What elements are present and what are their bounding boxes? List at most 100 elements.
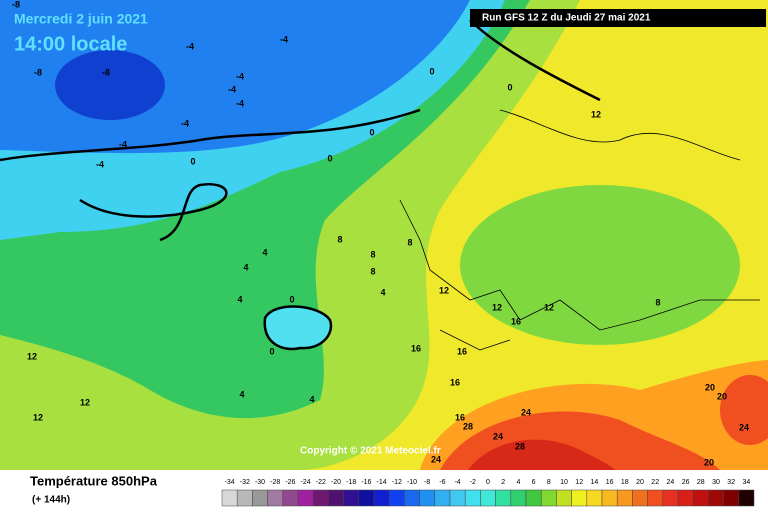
run-box: [470, 9, 766, 27]
contour-label: 12: [492, 302, 502, 312]
contour-label: 12: [591, 109, 601, 119]
contour-label: 4: [237, 294, 242, 304]
scale-swatch: [312, 489, 329, 507]
contour-label: -4: [96, 159, 104, 169]
scale-label: 34: [743, 479, 751, 486]
contour-label: 0: [507, 82, 512, 92]
scale-label: -8: [424, 479, 430, 486]
scale-swatch: [708, 489, 724, 507]
scale-swatch: [510, 489, 527, 507]
scale-swatch: [632, 489, 648, 507]
contour-label: 4: [239, 389, 244, 399]
scale-swatch: [282, 489, 299, 507]
scale-label: 22: [651, 479, 659, 486]
scale-label: 16: [606, 479, 614, 486]
scale-label: 6: [532, 479, 536, 486]
scale-label: 8: [547, 479, 551, 486]
scale-label: -24: [301, 479, 311, 486]
contour-label: 0: [327, 153, 332, 163]
scale-label: -22: [316, 479, 326, 486]
contour-label: 12: [544, 302, 554, 312]
scale-swatch: [343, 489, 360, 507]
contour-label: 24: [493, 431, 503, 441]
scale-swatch: [738, 489, 755, 507]
scale-label: 20: [636, 479, 644, 486]
contour-label: -8: [102, 67, 110, 77]
scale-swatch: [723, 489, 740, 507]
scale-label: -30: [255, 479, 265, 486]
time-label: 14:00 locale: [14, 33, 127, 55]
contour-label: 4: [243, 262, 248, 272]
scale-label: 32: [727, 479, 735, 486]
contour-label: 4: [309, 394, 314, 404]
contour-label: 4: [380, 287, 385, 297]
contour-label: 12: [80, 397, 90, 407]
contour-label: 0: [269, 346, 274, 356]
scale-label: 24: [667, 479, 675, 486]
scale-swatch: [495, 489, 512, 507]
contour-label: -4: [119, 139, 127, 149]
contour-label: 16: [455, 412, 465, 422]
scale-swatch: [464, 489, 481, 507]
scale-label: 0: [486, 479, 490, 486]
contour-label: 20: [705, 382, 715, 392]
scale-label: 26: [682, 479, 690, 486]
scale-swatch: [252, 489, 268, 507]
scale-label: -34: [225, 479, 235, 486]
contour-label: -8: [34, 67, 42, 77]
contour-label: -4: [186, 41, 194, 51]
run-label: Run GFS 12 Z du Jeudi 27 mai 2021: [482, 13, 651, 24]
scale-label: -26: [285, 479, 295, 486]
scale-label: 14: [591, 479, 599, 486]
contour-label: 12: [27, 351, 37, 361]
scale-swatch: [419, 489, 436, 507]
scale-swatch: [434, 489, 451, 507]
scale-swatch: [404, 489, 420, 507]
contour-label: -4: [280, 34, 288, 44]
scale-label: 30: [712, 479, 720, 486]
contour-label: 0: [190, 156, 195, 166]
contour-label: -4: [236, 71, 244, 81]
scale-swatch: [586, 489, 603, 507]
scale-swatch: [692, 489, 709, 507]
contour-label: 8: [370, 249, 375, 259]
contour-label: 0: [429, 66, 434, 76]
scale-label: -20: [331, 479, 341, 486]
contour-label: 16: [450, 377, 460, 387]
scale-label: -18: [346, 479, 356, 486]
scale-swatch: [480, 489, 496, 507]
contour-label: 16: [411, 343, 421, 353]
scale-label: -2: [470, 479, 476, 486]
footer-lead: (+ 144h): [32, 495, 70, 506]
scale-swatch: [221, 489, 238, 507]
scale-label: 2: [501, 479, 505, 486]
contour-label: -4: [181, 118, 189, 128]
scale-swatch: [662, 489, 679, 507]
contour-label: 4: [262, 247, 267, 257]
footer-title: Température 850hPa: [30, 473, 158, 488]
scale-label: -16: [361, 479, 371, 486]
scale-label: 12: [575, 479, 583, 486]
contour-label: 8: [407, 237, 412, 247]
contour-label: 0: [369, 127, 374, 137]
scale-swatch: [616, 489, 633, 507]
copyright: Copyright © 2021 Meteociel.fr: [300, 446, 441, 457]
scale-swatch: [601, 489, 618, 507]
contour-label: 8: [370, 266, 375, 276]
scale-swatch: [647, 489, 664, 507]
color-scale: -34 -32 -30 -28 -26 -24 -22 -20 -18 -16 -14 -12 -10-…: [221, 479, 755, 507]
contour-label: 8: [655, 297, 660, 307]
scale-label: -4: [454, 479, 460, 486]
date-label: Mercredi 2 juin 2021: [14, 11, 148, 27]
contour-label: 28: [463, 421, 473, 431]
scale-swatch: [328, 489, 344, 507]
scale-label: -28: [270, 479, 280, 486]
scale-swatch: [677, 489, 694, 507]
contour-label: 16: [511, 316, 521, 326]
scale-label: -14: [377, 479, 387, 486]
scale-label: 28: [697, 479, 705, 486]
scale-swatch: [297, 489, 314, 507]
contour-label: -4: [228, 84, 236, 94]
